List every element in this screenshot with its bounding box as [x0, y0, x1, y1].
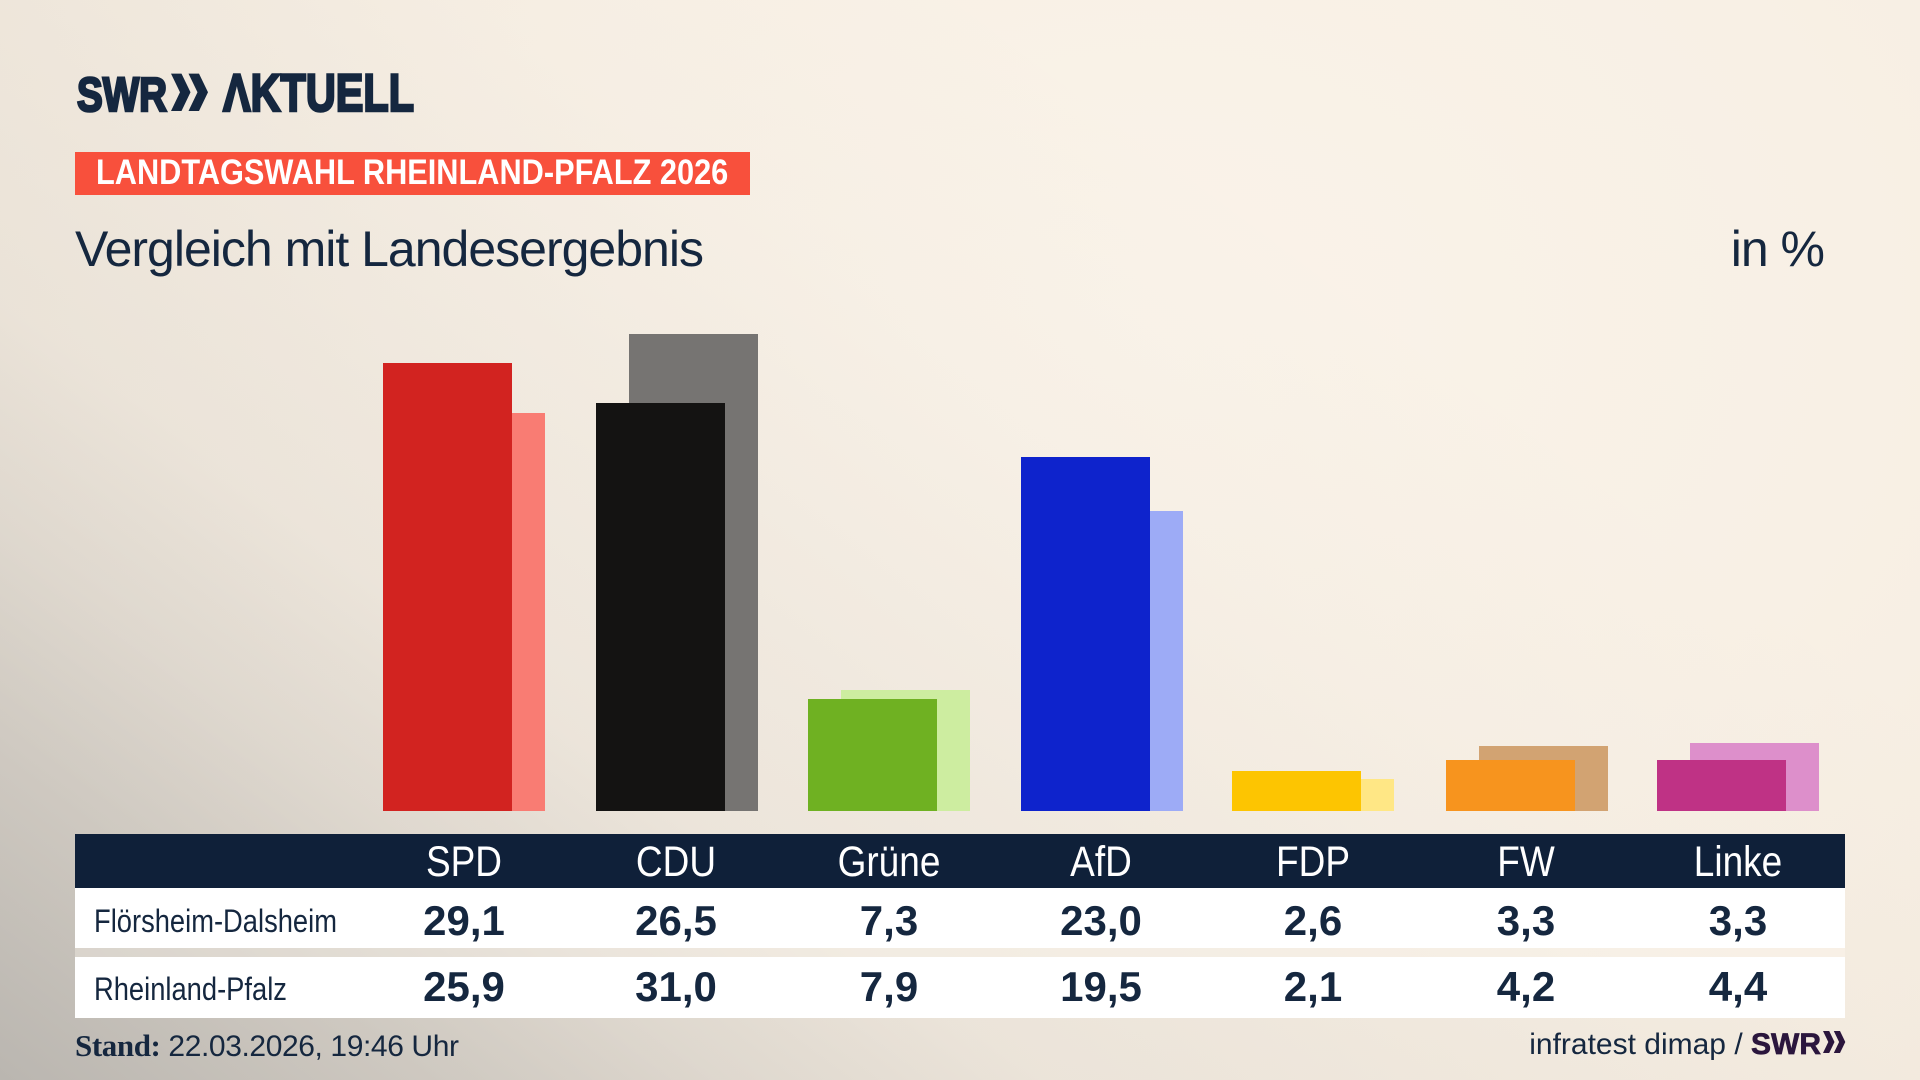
svg-text:SWR: SWR — [77, 69, 167, 120]
svg-text:ΛKTUELL: ΛKTUELL — [223, 64, 414, 120]
